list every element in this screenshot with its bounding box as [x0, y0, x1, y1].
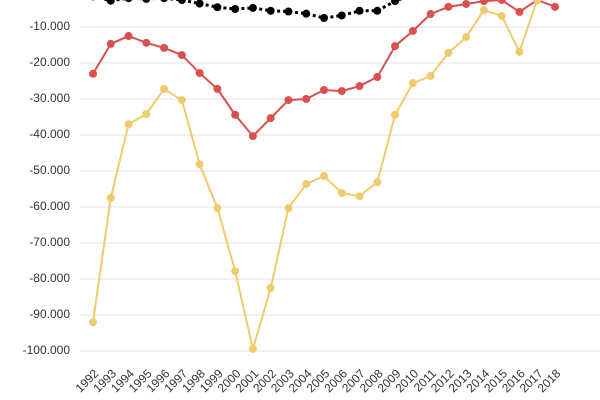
data-point — [142, 0, 151, 3]
data-point — [160, 43, 169, 52]
data-point — [302, 179, 311, 188]
data-point — [124, 0, 133, 3]
data-point — [284, 96, 293, 105]
data-point — [248, 3, 257, 12]
data-point — [355, 6, 364, 15]
data-point — [142, 38, 151, 47]
data-point — [320, 86, 328, 94]
data-point — [355, 82, 364, 91]
y-tick-label: -100.000 — [23, 343, 71, 357]
data-point — [177, 96, 186, 105]
data-point — [124, 120, 133, 129]
data-point — [444, 48, 453, 57]
data-point — [337, 87, 346, 96]
data-point — [408, 26, 417, 35]
data-point — [355, 192, 364, 201]
data-point — [426, 10, 435, 19]
data-point — [391, 110, 400, 119]
data-point — [124, 32, 133, 40]
y-tick-label: -80.000 — [29, 271, 70, 285]
data-point — [231, 267, 240, 276]
data-point — [106, 0, 115, 5]
data-point — [177, 51, 186, 60]
data-point — [391, 0, 400, 6]
data-point — [515, 7, 524, 16]
data-point — [106, 194, 115, 202]
y-tick-label: -50.000 — [29, 163, 70, 177]
data-point — [213, 204, 222, 213]
data-point — [479, 0, 488, 6]
data-point — [320, 172, 328, 181]
data-point — [551, 2, 559, 11]
data-point — [284, 204, 293, 213]
data-point — [533, 0, 542, 4]
data-point — [462, 33, 471, 42]
y-tick-label: -20.000 — [29, 55, 70, 69]
data-point — [195, 160, 204, 169]
data-point — [391, 42, 400, 51]
data-point — [248, 344, 257, 353]
data-point — [177, 0, 186, 4]
data-point — [320, 14, 328, 22]
data-point — [337, 11, 346, 20]
data-point — [231, 110, 240, 119]
y-tick-label: -90.000 — [29, 307, 70, 321]
data-point — [373, 73, 382, 82]
data-point — [266, 6, 275, 15]
data-point — [497, 0, 506, 4]
data-point — [213, 84, 222, 93]
y-tick-label: -40.000 — [29, 127, 70, 141]
data-point — [373, 6, 382, 15]
data-point — [266, 114, 275, 123]
data-point — [213, 3, 222, 12]
data-point — [408, 79, 417, 88]
data-point — [302, 9, 311, 18]
data-point — [302, 95, 311, 103]
data-point — [89, 69, 97, 78]
data-point — [160, 0, 168, 3]
y-tick-label: -60.000 — [29, 199, 70, 213]
data-point — [195, 69, 204, 78]
data-point — [426, 71, 435, 80]
data-point — [248, 132, 257, 141]
data-point — [373, 178, 382, 187]
y-tick-label: -30.000 — [29, 91, 70, 105]
data-point — [195, 0, 204, 8]
data-point — [497, 11, 506, 20]
data-point — [337, 188, 346, 197]
data-point — [515, 47, 524, 56]
data-point — [89, 318, 97, 327]
data-point — [462, 0, 471, 8]
data-point — [479, 6, 488, 15]
y-tick-label: -70.000 — [29, 235, 70, 249]
data-point — [142, 110, 151, 119]
data-point — [106, 39, 115, 48]
data-point — [160, 84, 169, 93]
y-tick-label: -10.000 — [29, 19, 70, 33]
data-point — [266, 284, 275, 292]
data-point — [444, 2, 453, 11]
data-point — [231, 5, 240, 13]
plot-area — [89, 0, 559, 353]
data-point — [284, 7, 293, 16]
